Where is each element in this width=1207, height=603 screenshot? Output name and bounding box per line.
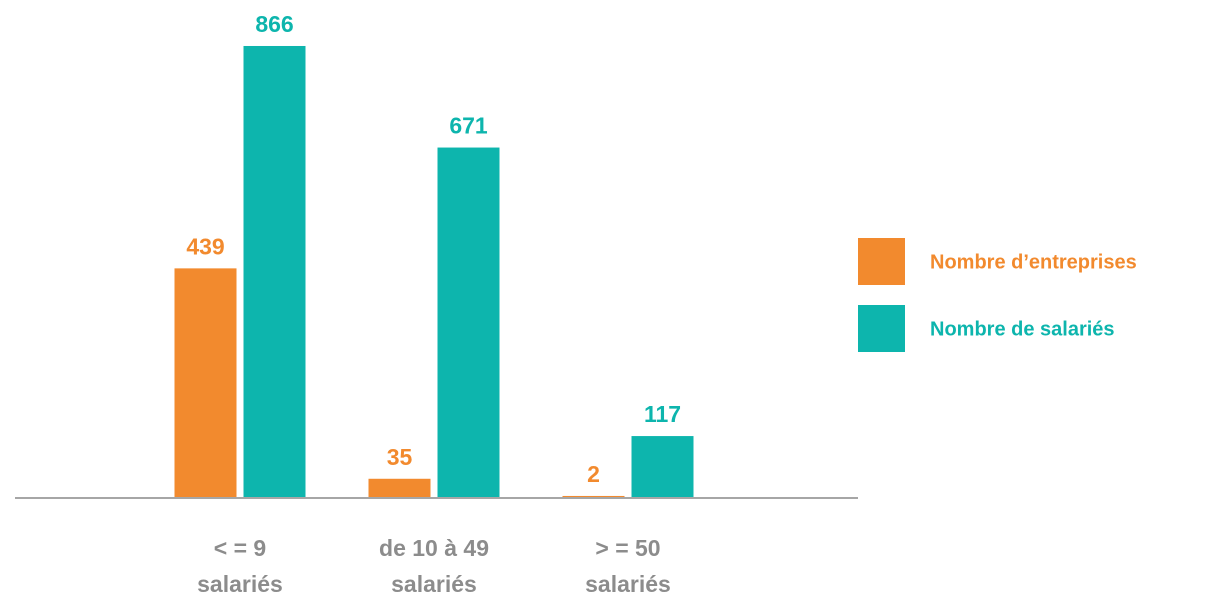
- x-tick-label: salariés: [391, 571, 477, 597]
- bar: [437, 147, 500, 497]
- legend-label: Nombre d’entreprises: [930, 251, 1137, 273]
- data-label: 117: [644, 401, 681, 427]
- x-tick-label: < = 9: [214, 535, 266, 561]
- bar: [174, 268, 237, 497]
- legend-swatch: [858, 238, 905, 285]
- legend-label: Nombre de salariés: [930, 318, 1115, 340]
- data-label: 671: [449, 113, 488, 139]
- data-label: 866: [255, 11, 293, 37]
- legend-swatch: [858, 305, 905, 352]
- x-tick-label: salariés: [585, 571, 671, 597]
- x-tick-label: de 10 à 49: [379, 535, 489, 561]
- bar: [631, 436, 694, 497]
- bar: [243, 45, 306, 497]
- bar: [368, 478, 431, 497]
- data-label: 2: [587, 461, 600, 487]
- x-tick-label: salariés: [197, 571, 283, 597]
- data-label: 439: [186, 233, 224, 259]
- data-label: 35: [387, 444, 413, 470]
- x-tick-label: > = 50: [595, 535, 660, 561]
- bar: [562, 495, 625, 497]
